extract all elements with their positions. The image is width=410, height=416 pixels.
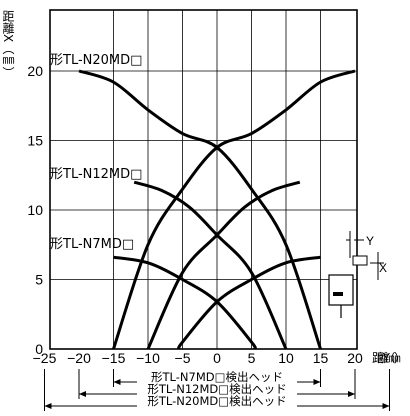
range-label-bg bbox=[137, 395, 297, 407]
inset-x-label: X bbox=[379, 261, 387, 275]
series-label-n12: 形TL-N12MD□ bbox=[50, 167, 142, 182]
y-axis-label: 距離X（㎜） bbox=[1, 10, 15, 78]
x-tick-label: 15 bbox=[313, 350, 329, 366]
y-tick-label: 10 bbox=[27, 202, 43, 218]
series-1-left-curve bbox=[133, 180, 288, 350]
range-label: 形TL-N12MD□検出ヘッド bbox=[147, 382, 286, 396]
x-tick-label: 5 bbox=[248, 350, 256, 366]
y-tick-label: 0 bbox=[35, 341, 43, 357]
y-tick-label: 15 bbox=[27, 133, 43, 149]
series-2-right-curve bbox=[177, 255, 321, 351]
x-tick-label: 20 bbox=[347, 350, 363, 366]
range-label-bg bbox=[137, 383, 297, 395]
x-tick-label: −20 bbox=[67, 350, 91, 366]
x-tick-label: 0 bbox=[213, 350, 221, 366]
sensor-inset-diagram: Y X bbox=[328, 231, 387, 318]
range-arrow-left bbox=[79, 391, 86, 397]
sensing-head-ranges: 形TL-N7MD□検出ヘッド形TL-N12MD□検出ヘッド形TL-N20MD□検… bbox=[44, 369, 390, 411]
x-tick-label: −10 bbox=[136, 350, 160, 366]
series-label-n20: 形TL-N20MD□ bbox=[50, 53, 142, 68]
x-axis-label: 距離Y（㎜） bbox=[372, 351, 406, 365]
tick-labels: −25 −20 −15 −10 −5 0 5 10 15 20 0 5 10 15 20 bbox=[27, 63, 363, 366]
x-tick-label: 10 bbox=[278, 350, 294, 366]
inset-target bbox=[352, 255, 368, 266]
plot-frame bbox=[49, 9, 358, 350]
series-1-right-curve bbox=[146, 180, 301, 350]
series-0-left-curve bbox=[78, 69, 322, 350]
range-arrow-left bbox=[44, 403, 52, 409]
range-label: 形TL-N7MD□検出ヘッド bbox=[151, 370, 283, 384]
y-tick-label: 5 bbox=[35, 272, 43, 288]
x-tick-label: −15 bbox=[102, 350, 126, 366]
range-arrow-right bbox=[313, 379, 321, 385]
inset-y-label: Y bbox=[366, 234, 374, 248]
inset-sensor-face bbox=[333, 292, 343, 296]
range-arrow-left bbox=[113, 379, 121, 385]
series-label-n7: 形TL-N7MD□ bbox=[50, 237, 134, 252]
range-arrow-right bbox=[348, 391, 355, 397]
range-label-bg bbox=[137, 371, 297, 383]
y-tick-label: 20 bbox=[27, 63, 43, 79]
x-tick-label: −5 bbox=[175, 350, 191, 366]
x-tick-label: −25 bbox=[33, 350, 57, 366]
series-0-right-curve bbox=[112, 69, 356, 350]
series-curves bbox=[78, 69, 356, 351]
grid-lines bbox=[50, 10, 357, 349]
series-2-left-curve bbox=[113, 255, 257, 351]
range-label: 形TL-N20MD□検出ヘッド bbox=[147, 394, 286, 408]
inset-sensor-head bbox=[328, 274, 354, 306]
range-arrow-right bbox=[382, 403, 390, 409]
